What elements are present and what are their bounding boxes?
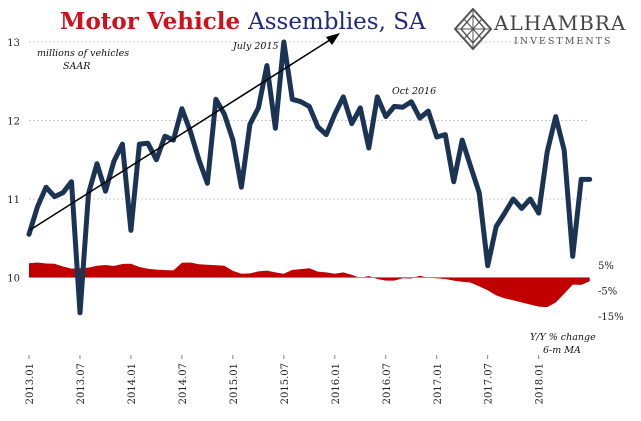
trend-arrow-head xyxy=(326,33,340,45)
x-tick-label: 2016.01 xyxy=(331,363,342,404)
chart-title: Motor Vehicle Assemblies, SA xyxy=(60,8,426,35)
x-tick-label: 2015.01 xyxy=(229,363,240,404)
axis-labels: 10 11 12 13 5% -5% -15% 2013.01 2013.07 2014.01 20… xyxy=(7,38,623,404)
alhambra-logo: ALHAMBRA INVESTMENTS xyxy=(452,8,638,52)
x-tick-label: 2017.07 xyxy=(484,363,495,404)
yoy-label-line1: Y/Y % change xyxy=(530,332,596,343)
title-part-red: Motor Vehicle xyxy=(60,8,241,35)
yoy-label-line2: 6-m MA xyxy=(543,345,581,356)
logo-subtitle: INVESTMENTS xyxy=(514,36,613,47)
trend-arrow xyxy=(29,33,340,231)
logo-name: ALHAMBRA xyxy=(494,11,627,35)
gridlines xyxy=(29,41,588,200)
x-tick-label: 2015.07 xyxy=(280,363,291,404)
x-tick-label: 2014.01 xyxy=(127,363,138,404)
yoy-area xyxy=(29,262,590,308)
title-part-blue: Assemblies, SA xyxy=(248,9,426,35)
x-tick-label: 2017.01 xyxy=(433,363,444,404)
x-tick-label: 2014.07 xyxy=(178,363,189,404)
yoy-area-group xyxy=(29,262,590,308)
y-tick-left: 10 xyxy=(7,274,20,285)
units-label-line1: millions of vehicles xyxy=(37,48,129,59)
units-label-line2: SAAR xyxy=(63,61,90,72)
assemblies-line-group xyxy=(26,39,593,316)
peak-annotation: July 2015 xyxy=(231,41,279,52)
x-tick-label: 2013.07 xyxy=(76,363,87,404)
assemblies-line xyxy=(26,39,593,316)
y-tick-left: 12 xyxy=(7,117,20,128)
y-tick-right: -15% xyxy=(598,312,624,323)
oct-annotation: Oct 2016 xyxy=(392,86,436,97)
x-tick-label: 2013.01 xyxy=(25,363,36,404)
y-tick-right: -5% xyxy=(598,286,617,297)
y-tick-left: 13 xyxy=(7,38,20,49)
trend-arrow-shaft xyxy=(29,37,334,231)
y-tick-left: 11 xyxy=(7,195,20,206)
x-tick-label: 2016.07 xyxy=(382,363,393,404)
y-tick-right: 5% xyxy=(598,261,614,272)
diamond-lattice-icon xyxy=(454,8,492,50)
x-tick-label: 2018.01 xyxy=(535,363,546,404)
